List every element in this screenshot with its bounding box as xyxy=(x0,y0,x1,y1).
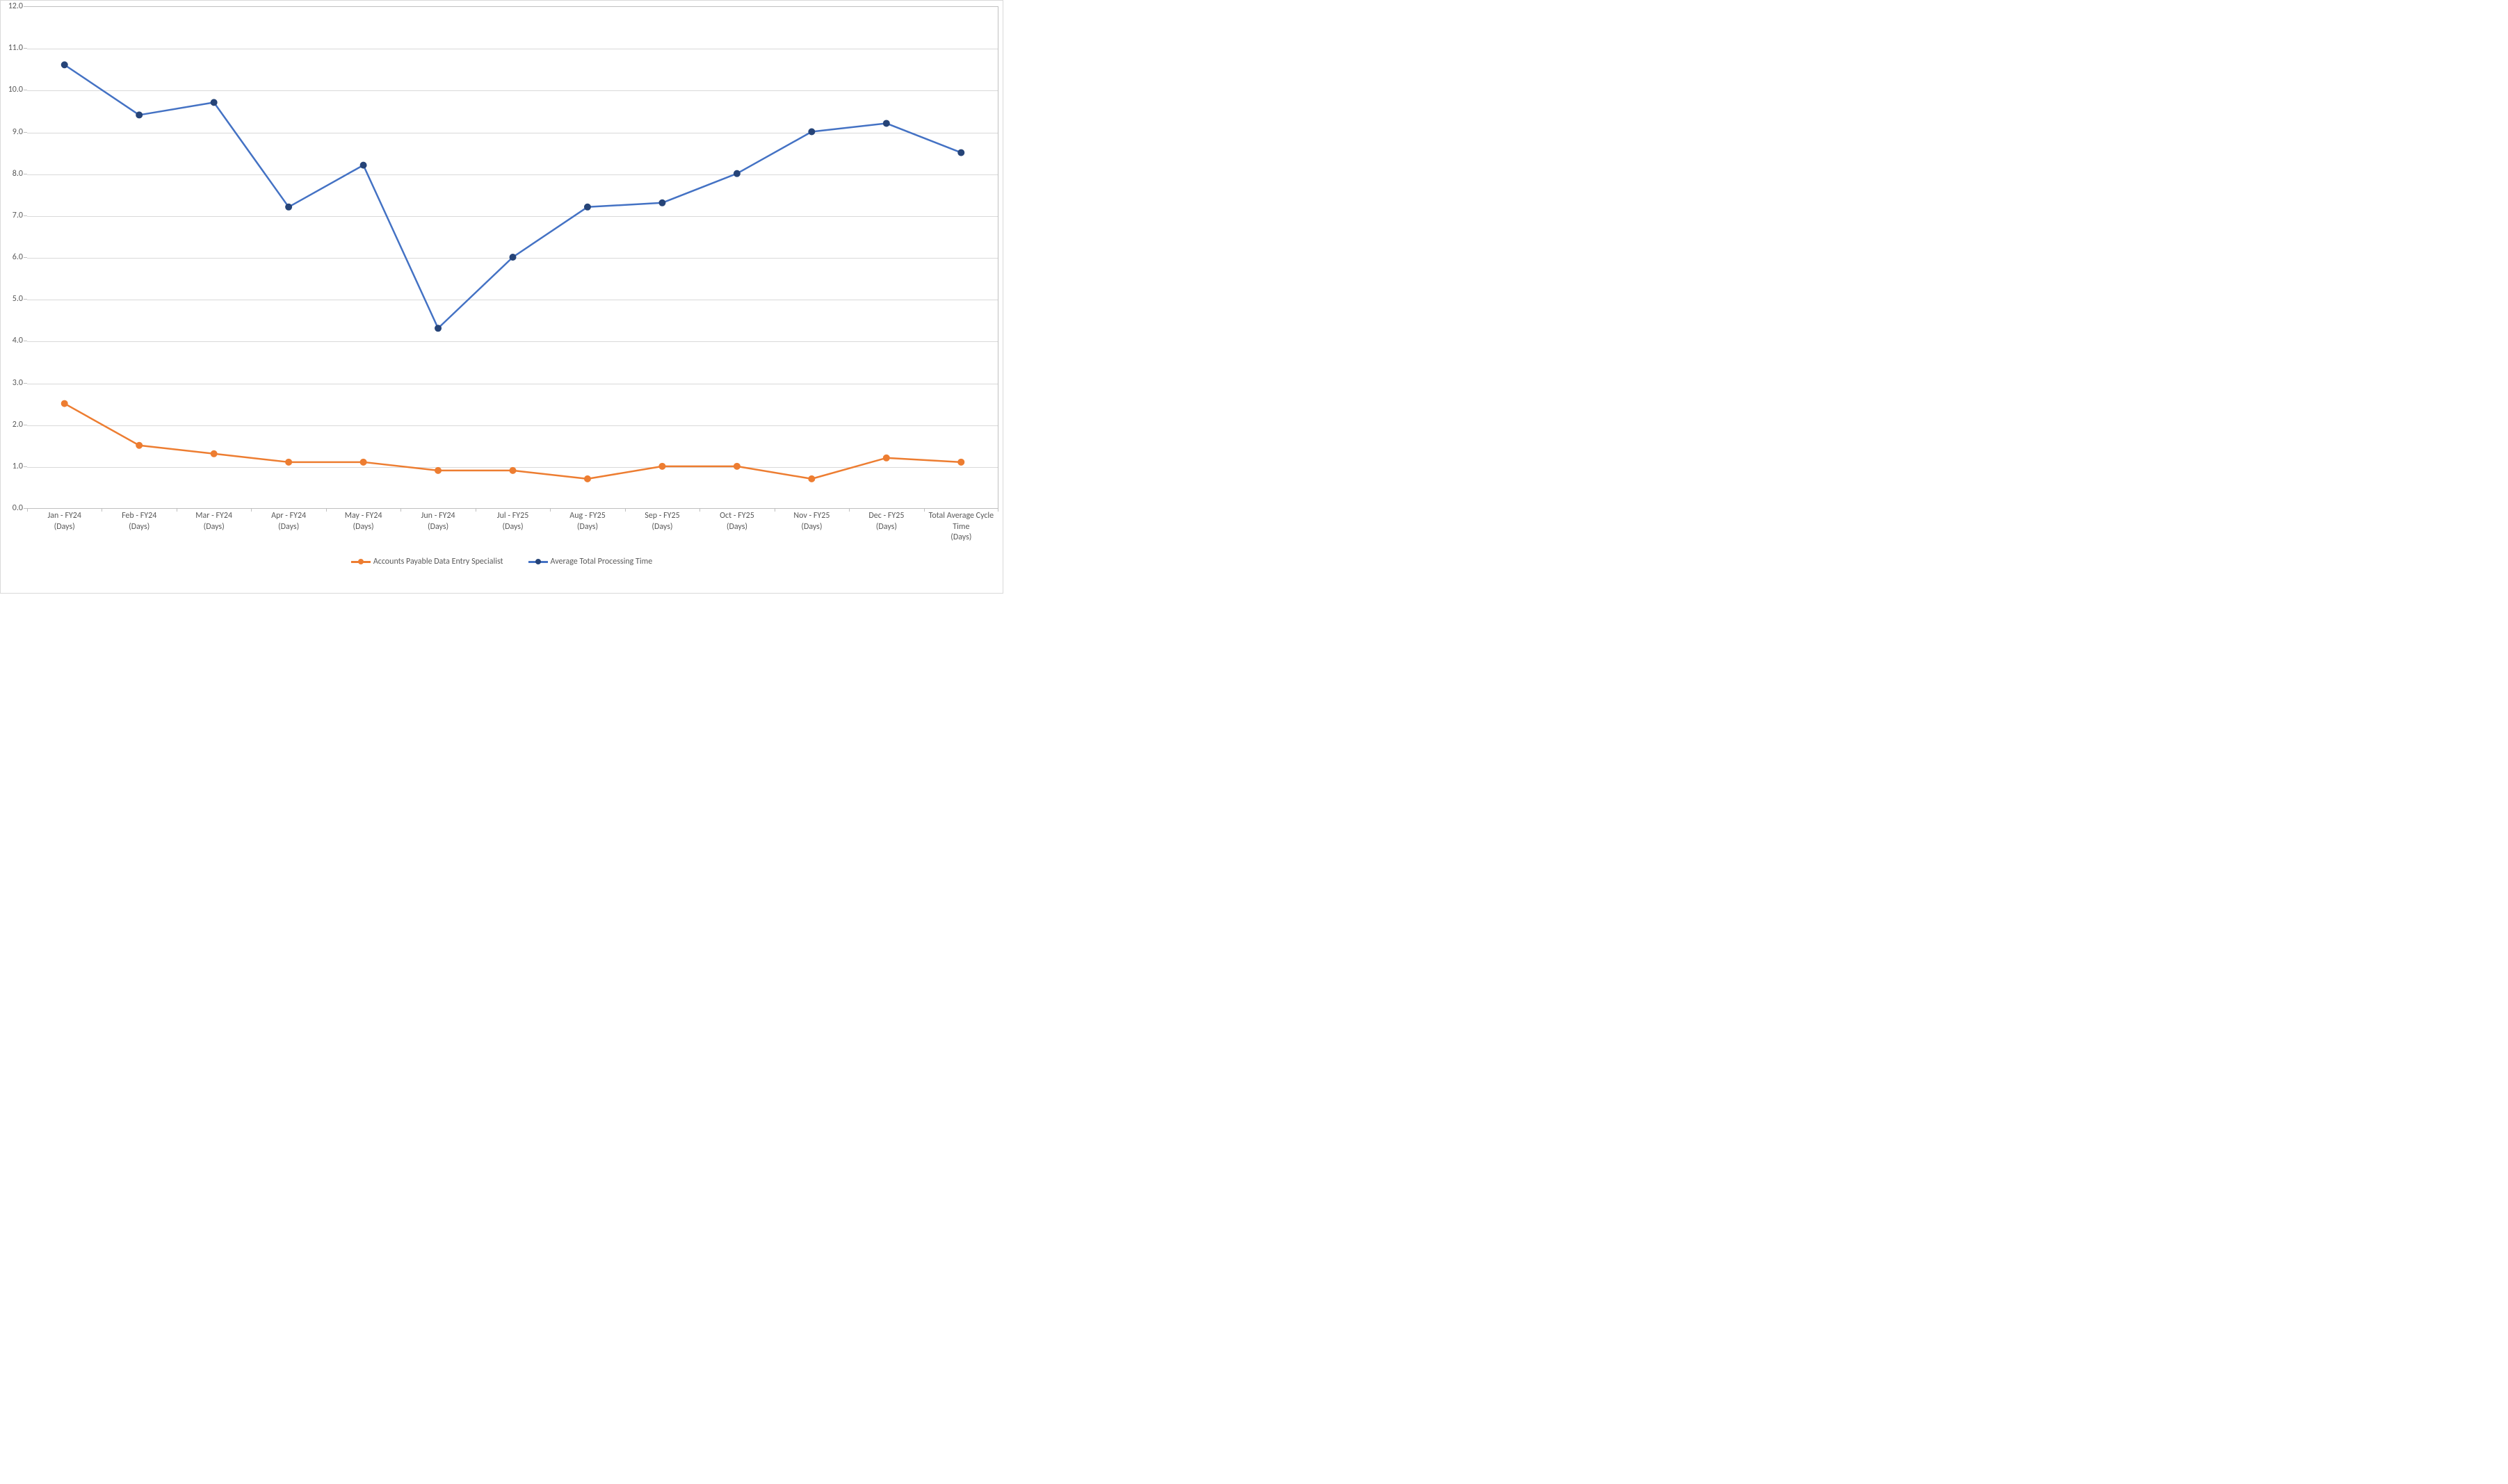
y-axis-tick-label: 9.0 xyxy=(1,127,23,137)
y-axis-tick-label: 1.0 xyxy=(1,462,23,471)
y-axis-tick-label: 3.0 xyxy=(1,378,23,388)
data-point xyxy=(61,62,67,68)
x-axis-tick xyxy=(924,508,925,512)
y-axis-tick xyxy=(24,132,27,133)
x-axis-line xyxy=(27,508,998,509)
x-axis-tick-label: Dec - FY25(Days) xyxy=(849,511,923,541)
data-point xyxy=(958,149,964,156)
x-axis-tick xyxy=(699,508,700,512)
legend-label: Accounts Payable Data Entry Specialist xyxy=(373,557,503,566)
y-axis-tick-label: 0.0 xyxy=(1,503,23,513)
y-axis-tick xyxy=(24,48,27,49)
data-point xyxy=(435,467,442,473)
x-axis-tick-label: Apr - FY24(Days) xyxy=(251,511,325,541)
data-point xyxy=(435,325,442,332)
data-point xyxy=(958,459,964,465)
y-axis-tick-label: 10.0 xyxy=(1,85,23,95)
x-axis-tick-label: Feb - FY24(Days) xyxy=(102,511,176,541)
y-axis-tick-label: 5.0 xyxy=(1,294,23,304)
x-axis-tick xyxy=(251,508,252,512)
x-axis-tick-label: Aug - FY25(Days) xyxy=(550,511,624,541)
y-axis-tick-label: 12.0 xyxy=(1,1,23,11)
data-point xyxy=(883,455,889,461)
legend-swatch xyxy=(351,557,371,566)
data-point xyxy=(211,450,217,457)
x-axis-tick-label: Nov - FY25(Days) xyxy=(775,511,849,541)
data-point xyxy=(809,129,815,135)
x-axis-tick-label: May - FY24(Days) xyxy=(326,511,401,541)
data-point xyxy=(659,199,665,206)
data-point xyxy=(286,204,292,210)
legend: Accounts Payable Data Entry Specialist Av… xyxy=(1,551,1003,572)
chart-lines xyxy=(27,6,998,508)
x-axis-tick-label: Jun - FY24(Days) xyxy=(401,511,475,541)
x-axis-tick-label: Jan - FY24(Days) xyxy=(27,511,102,541)
data-point xyxy=(136,112,143,118)
line-chart: Jan - FY24(Days)Feb - FY24(Days)Mar - FY… xyxy=(0,0,1003,594)
y-axis-tick-label: 6.0 xyxy=(1,252,23,262)
x-axis-tick-label: Sep - FY25(Days) xyxy=(625,511,699,541)
y-axis-tick xyxy=(24,383,27,384)
y-axis-tick-label: 8.0 xyxy=(1,169,23,179)
data-point xyxy=(510,467,516,473)
data-point xyxy=(734,170,740,177)
x-axis-tick-label: Oct - FY25(Days) xyxy=(699,511,774,541)
data-point xyxy=(659,463,665,469)
data-point xyxy=(211,99,217,106)
legend-item: Accounts Payable Data Entry Specialist xyxy=(351,557,503,566)
data-point xyxy=(61,400,67,407)
legend-label: Average Total Processing Time xyxy=(551,557,653,566)
y-axis-tick-label: 11.0 xyxy=(1,43,23,53)
y-axis-tick xyxy=(24,299,27,300)
data-point xyxy=(286,459,292,465)
y-axis-tick-label: 7.0 xyxy=(1,211,23,220)
data-point xyxy=(360,459,366,465)
data-point xyxy=(584,204,590,210)
y-axis-tick xyxy=(24,215,27,216)
data-point xyxy=(136,442,143,448)
data-point xyxy=(584,475,590,482)
data-point xyxy=(809,475,815,482)
y-axis-tick xyxy=(24,466,27,467)
data-point xyxy=(510,254,516,261)
x-axis-tick xyxy=(550,508,551,512)
legend-item: Average Total Processing Time xyxy=(528,557,653,566)
legend-swatch xyxy=(528,557,548,566)
series-line xyxy=(65,65,962,328)
x-axis-tick xyxy=(849,508,850,512)
y-axis-tick-label: 2.0 xyxy=(1,420,23,430)
data-point xyxy=(360,162,366,168)
data-point xyxy=(883,120,889,127)
x-axis-tick xyxy=(625,508,626,512)
x-axis-labels: Jan - FY24(Days)Feb - FY24(Days)Mar - FY… xyxy=(27,511,998,541)
x-axis-tick-label: Mar - FY24(Days) xyxy=(177,511,251,541)
x-axis-tick xyxy=(27,508,28,512)
y-axis-tick xyxy=(24,257,27,258)
x-axis-tick-label: Jul - FY25(Days) xyxy=(476,511,550,541)
y-axis-tick xyxy=(24,6,27,7)
y-axis-tick-label: 4.0 xyxy=(1,336,23,345)
x-axis-tick xyxy=(326,508,327,512)
x-axis-tick-label: Total Average Cycle Time(Days) xyxy=(924,511,998,541)
data-point xyxy=(734,463,740,469)
